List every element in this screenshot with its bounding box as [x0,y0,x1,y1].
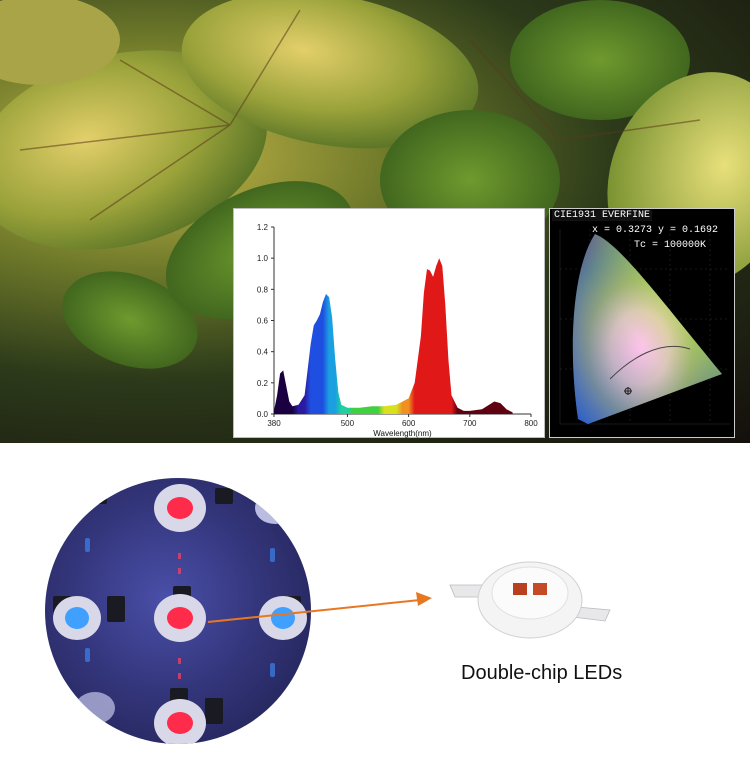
y-tick-label: 1.2 [257,223,269,232]
y-tick-label: 0.8 [257,285,269,294]
x-tick-label: 380 [267,419,281,428]
x-tick-label: 700 [463,419,477,428]
y-tick-label: 1.0 [257,254,269,263]
cie-chromaticity-panel: CIE1931 EVERFINE x = 0.3273 y = 0.1692 T… [549,208,735,438]
blue-led [271,607,295,629]
y-tick-label: 0.2 [257,379,269,388]
spectrum-series-area [274,258,513,414]
red-led [167,607,193,629]
x-axis-title: Wavelength(nm) [373,429,432,438]
red-led [167,497,193,519]
cie-color-temperature: Tc = 100000K [634,240,707,251]
spectrum-chart: 380 500 600 700 800 0.0 0.2 0.4 0.6 0.8 1.0 1.2 Wa… [257,223,538,438]
caption-double-chip-leds: Double-chip LEDs [461,662,623,684]
x-tick-label: 800 [524,419,538,428]
y-tick-label: 0.6 [257,317,269,326]
blue-led [65,607,89,629]
cie-xy-coordinates: x = 0.3273 y = 0.1692 [592,225,719,236]
y-tick-label: 0.0 [257,410,269,419]
cie-title: CIE1931 EVERFINE [552,210,653,221]
double-chip-led-product [445,555,615,640]
y-tick-label: 0.4 [257,348,269,357]
spectrum-chart-panel: 380 500 600 700 800 0.0 0.2 0.4 0.6 0.8 1.0 1.2 Wa… [233,208,545,438]
red-led [167,712,193,734]
led-package-illustration [449,561,611,639]
cie-diagram [559,229,730,425]
x-tick-label: 600 [402,419,416,428]
x-tick-label: 500 [341,419,355,428]
